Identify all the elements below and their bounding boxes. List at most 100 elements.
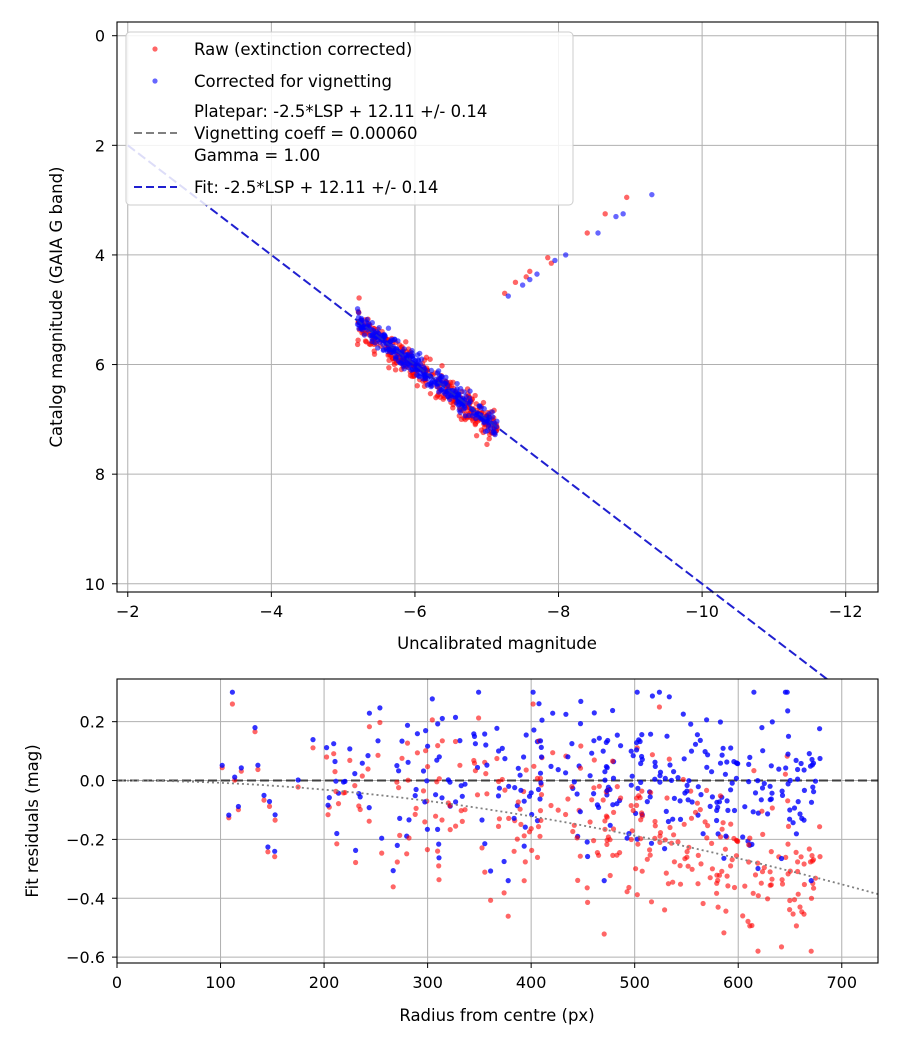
raw-residual-point — [634, 802, 640, 809]
raw-residual-point — [447, 827, 453, 833]
corrected-residual-point — [657, 773, 663, 779]
corrected-residual-point — [512, 785, 518, 791]
corrected-residual-point — [704, 717, 710, 723]
corrected-star-point — [492, 430, 498, 436]
corrected-residual-point — [390, 868, 396, 874]
raw-residual-point — [459, 818, 465, 825]
raw-residual-point — [799, 909, 805, 915]
raw-residual-point — [755, 893, 761, 899]
bottom-y-ticks: 0.2 0.0 −0.2 −0.4 −0.6 — [66, 713, 117, 967]
raw-residual-point — [695, 852, 701, 859]
corrected-residual-point — [697, 737, 703, 744]
raw-residual-point — [755, 948, 761, 954]
corrected-residual-point — [399, 738, 405, 744]
corrected-residual-point — [750, 809, 756, 815]
raw-residual-point — [521, 833, 527, 839]
raw-residual-point — [332, 769, 338, 775]
corrected-residual-point — [494, 725, 500, 731]
corrected-residual-point — [585, 853, 591, 860]
corrected-residual-point — [471, 733, 478, 740]
corrected-residual-point — [652, 776, 658, 782]
corrected-residual-point — [692, 741, 699, 747]
corrected-residual-point — [537, 796, 543, 802]
corrected-residual-point — [425, 743, 431, 749]
corrected-residual-point — [334, 830, 340, 837]
raw-residual-point — [705, 823, 711, 829]
corrected-residual-point — [717, 719, 724, 725]
corrected-residual-point — [505, 878, 511, 884]
raw-residual-point — [518, 821, 524, 828]
corrected-residual-point — [801, 767, 807, 773]
raw-star-point — [371, 351, 378, 357]
corrected-residual-point — [657, 779, 663, 785]
raw-residual-point — [517, 806, 523, 812]
raw-residual-point — [694, 800, 701, 806]
corrected-star-point — [477, 403, 483, 409]
corrected-residual-point — [569, 741, 575, 747]
raw-residual-point — [768, 882, 774, 888]
raw-residual-point — [728, 821, 734, 827]
raw-residual-point — [523, 767, 529, 773]
legend-corrected-label: Corrected for vignetting — [194, 72, 392, 91]
corrected-star-point — [481, 419, 487, 425]
corrected-residual-point — [436, 855, 442, 861]
corrected-star-point — [481, 406, 487, 412]
corrected-residual-point — [614, 732, 620, 738]
corrected-residual-point — [799, 815, 805, 822]
corrected-star-point — [405, 351, 411, 357]
corrected-residual-point — [515, 765, 521, 771]
raw-residual-point — [479, 845, 485, 851]
raw-residual-point — [537, 833, 543, 839]
corrected-residual-point — [768, 763, 774, 769]
corrected-residual-point — [618, 743, 624, 749]
raw-residual-point — [782, 771, 789, 777]
corrected-star-point — [376, 324, 382, 331]
raw-star-point — [354, 341, 361, 348]
raw-residual-point — [644, 856, 650, 862]
raw-residual-point — [537, 808, 544, 814]
raw-residual-point — [603, 813, 610, 819]
raw-residual-point — [587, 819, 593, 825]
corrected-residual-point — [394, 842, 400, 849]
raw-residual-point — [396, 785, 402, 791]
raw-residual-point — [733, 853, 740, 859]
bottom-x-ticks: 0 100 200 300 400 500 600 700 — [112, 963, 857, 992]
corrected-residual-point — [709, 769, 715, 775]
raw-star-point — [450, 379, 456, 386]
raw-residual-point — [589, 797, 595, 803]
corrected-residual-point — [420, 768, 427, 774]
corrected-residual-point — [664, 733, 670, 739]
corrected-residual-point — [722, 771, 729, 777]
raw-residual-point — [648, 899, 655, 905]
corrected-residual-point — [596, 735, 602, 741]
corrected-star-point — [423, 368, 429, 374]
corrected-residual-point — [326, 795, 332, 801]
corrected-star-point — [487, 425, 494, 431]
corrected-residual-point — [793, 831, 800, 837]
corrected-residual-point — [555, 767, 561, 773]
raw-residual-point — [555, 807, 561, 813]
corrected-residual-point — [681, 756, 687, 762]
raw-star-point — [527, 268, 533, 275]
corrected-residual-point — [817, 755, 823, 762]
corrected-residual-point — [787, 807, 793, 813]
raw-residual-point — [633, 866, 639, 872]
corrected-residual-point — [476, 689, 482, 695]
corrected-residual-point — [779, 788, 785, 794]
raw-residual-point — [390, 884, 396, 890]
top-y-tick-label: 4 — [95, 246, 105, 265]
corrected-residual-point — [424, 778, 430, 784]
corrected-residual-point — [761, 780, 767, 787]
raw-residual-point — [229, 701, 235, 707]
corrected-residual-point — [605, 737, 611, 744]
raw-residual-point — [626, 884, 632, 891]
top-x-axis-label: Uncalibrated magnitude — [397, 634, 597, 653]
corrected-residual-point — [603, 764, 610, 770]
top-y-tick-label: 6 — [95, 356, 105, 375]
raw-residual-point — [684, 849, 690, 855]
corrected-residual-point — [295, 777, 301, 783]
corrected-residual-point — [656, 689, 663, 695]
corrected-residual-point — [412, 793, 418, 799]
corrected-residual-point — [377, 705, 383, 711]
